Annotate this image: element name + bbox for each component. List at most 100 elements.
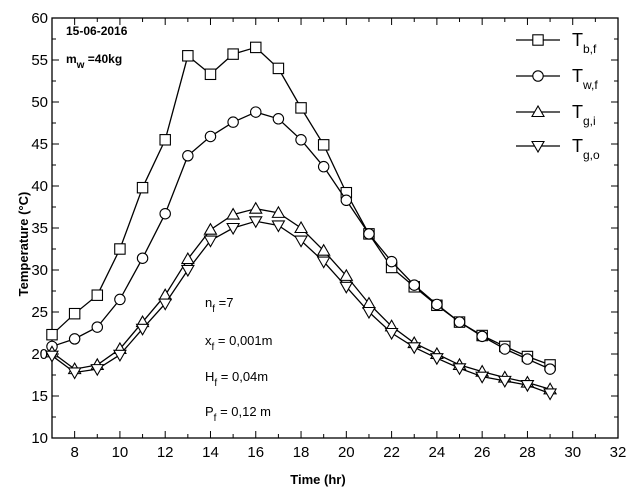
plot-frame	[51, 17, 619, 439]
data-point-w-f	[317, 160, 330, 173]
y-tick-label: 30	[31, 262, 48, 279]
data-point-b-f	[159, 134, 171, 146]
data-point-w-f	[453, 316, 466, 328]
y-tick-label: 10	[31, 430, 48, 447]
legend-label: Tw,f	[572, 66, 598, 92]
data-point-w-f	[544, 363, 556, 375]
data-point-w-f	[159, 207, 171, 220]
data-point-g-i	[226, 207, 241, 220]
data-point-g-i	[316, 243, 331, 256]
data-point-g-o	[452, 363, 467, 376]
x-tick-label: 24	[429, 444, 446, 461]
data-point-g-o	[475, 371, 490, 384]
data-point-w-f	[476, 330, 488, 343]
data-point-g-o	[112, 349, 127, 362]
x-tick-label: 30	[564, 444, 581, 461]
data-point-g-o	[180, 264, 195, 278]
series-line-b-f	[51, 46, 551, 366]
legend-entry-g-i: Tg,i	[516, 102, 596, 128]
x-tick-label: 10	[112, 444, 129, 461]
data-point-g-o	[339, 281, 354, 294]
y-tick-label: 60	[31, 10, 48, 27]
data-point-g-o	[362, 306, 376, 320]
data-point-b-f	[250, 41, 262, 54]
legend-marker	[532, 34, 544, 46]
data-point-g-i	[248, 201, 263, 214]
data-point-b-f	[295, 102, 307, 114]
data-point-b-f	[114, 243, 126, 255]
data-point-w-f	[408, 279, 420, 291]
data-point-g-o	[497, 375, 512, 388]
series-g-o	[45, 216, 558, 401]
y-tick-label: 50	[31, 94, 48, 111]
date-annotation: 15-06-2016	[66, 24, 128, 38]
data-point-g-i	[294, 220, 308, 234]
data-point-g-i	[203, 222, 218, 235]
data-point-g-o	[407, 342, 422, 355]
legend-label: Tg,o	[572, 136, 600, 162]
y-tick-label: 25	[31, 304, 48, 321]
series-b-f	[46, 41, 556, 371]
data-point-b-f	[227, 48, 239, 60]
x-tick-label: 16	[247, 444, 264, 461]
data-point-w-f	[204, 130, 217, 143]
series-w-f	[46, 106, 556, 375]
data-point-g-i	[180, 251, 195, 265]
data-point-w-f	[295, 134, 307, 146]
legend: Tb,f Tw,f Tg,i Tg,o	[516, 30, 600, 162]
data-point-g-o	[294, 235, 308, 248]
data-point-w-f	[114, 293, 126, 306]
x-tick-label: 32	[610, 444, 627, 461]
x-tick-label: 8	[70, 444, 78, 461]
data-point-g-o	[226, 222, 241, 236]
data-point-b-f	[204, 68, 217, 81]
x-tick-label: 28	[519, 444, 536, 461]
data-point-g-o	[158, 298, 173, 311]
x-tick-label: 12	[157, 444, 174, 461]
x-tick-label: 20	[338, 444, 355, 461]
fin-param-x: xf = 0,001m	[205, 333, 272, 353]
water-mass-annotation: mw =40kg	[66, 52, 122, 71]
y-tick-label: 55	[31, 52, 48, 69]
data-point-g-o	[45, 350, 59, 363]
data-point-w-f	[136, 252, 149, 264]
y-tick-label: 35	[31, 220, 48, 237]
data-point-w-f	[499, 343, 511, 355]
data-point-b-f	[68, 307, 81, 320]
y-axis-title: Temperature (°C)	[16, 192, 31, 297]
data-point-w-f	[91, 321, 104, 333]
data-point-g-o	[67, 367, 82, 380]
fin-param-h: Hf = 0,04m	[205, 369, 268, 389]
data-point-b-f	[91, 289, 104, 301]
x-tick-label: 22	[383, 444, 400, 461]
legend-label: Tb,f	[572, 30, 597, 56]
x-tick-label: 14	[202, 444, 219, 461]
data-point-w-f	[227, 116, 239, 128]
data-point-g-o	[203, 235, 218, 248]
legend-entry-b-f: Tb,f	[516, 30, 597, 56]
y-tick-label: 45	[31, 136, 48, 153]
data-point-g-o	[520, 380, 535, 393]
data-point-b-f	[272, 62, 285, 75]
data-point-g-o	[384, 327, 399, 341]
data-point-w-f	[250, 106, 262, 118]
x-tick-label: 26	[474, 444, 491, 461]
data-point-g-i	[339, 268, 354, 281]
data-point-g-o	[90, 364, 105, 377]
y-tick-label: 20	[31, 346, 48, 363]
legend-label: Tg,i	[572, 102, 596, 128]
data-point-b-f	[182, 50, 194, 62]
legend-entry-w-f: Tw,f	[516, 66, 598, 92]
data-point-w-f	[272, 113, 285, 125]
data-point-w-f	[431, 298, 443, 311]
fin-parameters: nf =7 xf = 0,001m Hf = 0,04m Pf = 0,12 m	[205, 295, 272, 424]
data-point-g-o	[248, 216, 263, 229]
legend-entry-g-o: Tg,o	[516, 136, 600, 162]
data-point-g-i	[271, 205, 286, 218]
legend-marker	[532, 70, 544, 82]
x-axis-title: Time (hr)	[290, 472, 345, 487]
data-point-w-f	[340, 194, 353, 207]
data-point-g-o	[135, 323, 150, 336]
data-point-g-o	[316, 256, 331, 269]
